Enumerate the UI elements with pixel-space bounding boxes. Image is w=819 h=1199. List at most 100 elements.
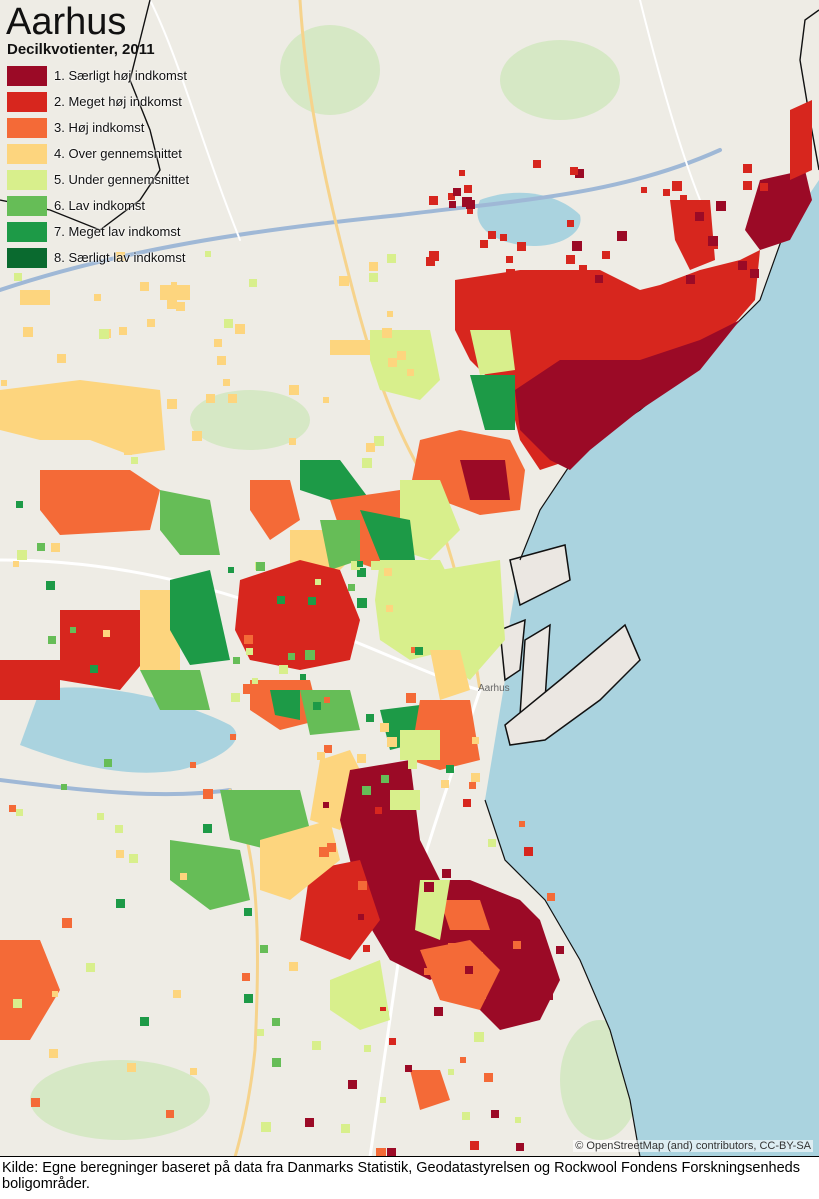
legend-swatch — [7, 248, 47, 268]
income-cell — [116, 252, 125, 261]
income-cell — [49, 1049, 58, 1058]
income-cell — [327, 843, 336, 852]
legend-swatch — [7, 118, 47, 138]
legend-label: 8. Særligt lav indkomst — [54, 250, 186, 265]
income-cell — [517, 242, 526, 251]
legend-swatch — [7, 92, 47, 112]
income-cell — [500, 234, 507, 241]
income-cell — [228, 567, 234, 573]
income-cell — [515, 1117, 521, 1123]
income-cell — [641, 187, 647, 193]
legend-label: 1. Særligt høj indkomst — [54, 68, 187, 83]
income-cell — [261, 1122, 271, 1132]
income-cell — [51, 543, 60, 552]
income-cell — [235, 324, 245, 334]
legend-swatch — [7, 170, 47, 190]
income-zone — [470, 375, 515, 430]
income-cell — [579, 265, 587, 273]
income-cell — [173, 990, 181, 998]
income-cell — [488, 839, 496, 847]
income-cell — [369, 273, 378, 282]
income-cells — [1, 160, 780, 1156]
income-zone — [0, 660, 60, 700]
income-cell — [90, 665, 98, 673]
income-cell — [380, 723, 389, 732]
income-cell — [13, 999, 22, 1008]
income-cell — [203, 824, 212, 833]
income-cell — [459, 170, 465, 176]
income-zone — [0, 940, 60, 1040]
income-cell — [17, 550, 27, 560]
income-cell — [233, 657, 240, 664]
income-cell — [387, 737, 397, 747]
income-cell — [363, 945, 370, 952]
income-cell — [176, 302, 185, 311]
income-cell — [357, 598, 367, 608]
map-title: Aarhus — [6, 1, 127, 43]
income-cell — [376, 1148, 386, 1156]
income-cell — [695, 212, 704, 221]
income-cell — [380, 1097, 386, 1103]
legend-swatch — [7, 66, 47, 86]
income-cell — [167, 399, 177, 409]
income-cell — [16, 809, 23, 816]
income-cell — [300, 674, 306, 680]
income-cell — [203, 789, 213, 799]
income-zone — [20, 290, 50, 305]
income-cell — [147, 319, 155, 327]
income-cell — [37, 543, 45, 551]
income-cell — [351, 561, 360, 570]
income-zone — [410, 1070, 450, 1110]
municipal-boundary — [0, 0, 161, 231]
legend-label: 2. Meget høj indkomst — [54, 94, 182, 109]
income-zone — [300, 460, 370, 500]
income-cell — [341, 1124, 350, 1133]
income-cell — [243, 684, 253, 694]
income-cell — [547, 893, 555, 901]
income-cell — [463, 799, 471, 807]
income-zone — [440, 900, 490, 930]
income-cell — [474, 1032, 484, 1042]
income-zone — [235, 560, 360, 670]
income-cell — [462, 1112, 470, 1120]
income-zones — [0, 100, 812, 1110]
income-cell — [506, 269, 515, 278]
income-zone — [360, 510, 415, 560]
income-cell — [231, 693, 240, 702]
income-cell — [471, 773, 480, 782]
income-cell — [556, 946, 564, 954]
income-cell — [1, 380, 7, 386]
income-zone — [375, 560, 460, 660]
income-cell — [115, 825, 123, 833]
income-cell — [97, 813, 104, 820]
income-map[interactable]: Aarhus Aarhus Decilkvotienter, 2011 1. S… — [0, 0, 819, 1157]
income-zone — [160, 285, 190, 300]
income-cell — [357, 561, 363, 567]
income-zone — [390, 790, 420, 810]
income-cell — [465, 941, 471, 947]
income-cell — [289, 438, 296, 445]
income-cell — [374, 436, 384, 446]
income-cell — [260, 945, 268, 953]
legend-swatch — [7, 196, 47, 216]
income-cell — [289, 385, 299, 395]
income-cell — [406, 693, 416, 703]
income-cell — [570, 167, 578, 175]
map-attribution[interactable]: © OpenStreetMap (and) contributors, CC-B… — [573, 1140, 813, 1152]
income-cell — [575, 169, 584, 178]
income-cell — [104, 759, 112, 767]
income-cell — [375, 807, 382, 814]
income-cell — [680, 240, 688, 248]
income-zone — [460, 460, 510, 500]
income-cell — [116, 850, 124, 858]
income-cell — [124, 447, 132, 455]
income-cell — [384, 568, 392, 576]
income-cell — [140, 1017, 149, 1026]
income-cell — [244, 908, 252, 916]
income-cell — [205, 251, 211, 257]
income-cell — [369, 262, 378, 271]
legend-label: 4. Over gennemsnittet — [54, 146, 182, 161]
income-cell — [708, 236, 718, 246]
income-cell — [397, 351, 406, 360]
income-cell — [257, 1029, 264, 1036]
